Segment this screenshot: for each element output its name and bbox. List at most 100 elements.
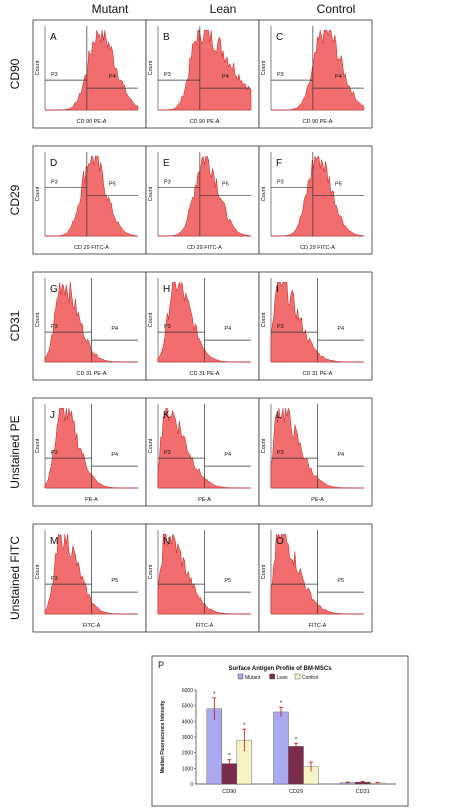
- histogram-panel-c: C P3 P4 Count CD 90 PE-A: [258, 19, 373, 129]
- histogram-panel-n: N P5 Count FITC-A: [145, 523, 260, 633]
- left-gate-label: P3: [51, 576, 58, 582]
- panel-letter: L: [276, 410, 282, 421]
- column-header-lean: Lean: [209, 2, 237, 16]
- significance-mark: *: [213, 692, 216, 698]
- bar-chart-panel: P Surface Antigen Profile of BM-MSCs Mutan…: [151, 655, 409, 807]
- y-tick-label: 6000: [182, 688, 193, 694]
- histogram-panel-b: B P3 P4 Count CD 90 PE-A: [145, 19, 260, 129]
- column-header-control: Control: [316, 2, 356, 16]
- x-axis-label: PE-A: [85, 497, 98, 503]
- panel-letter: G: [50, 284, 58, 295]
- panel-letter: H: [163, 284, 170, 295]
- y-tick-label: 4000: [182, 719, 193, 725]
- right-gate-label: P5: [337, 578, 344, 584]
- left-gate-label: P3: [51, 180, 58, 186]
- right-gate-label: P4: [337, 326, 344, 332]
- histogram-panel-i: I P3 P4 Count CD 31 PE-A: [258, 271, 373, 381]
- bar-chart-title: Surface Antigen Profile of BM-MSCs: [228, 666, 332, 672]
- histogram-area: [271, 29, 365, 111]
- bar-category-label: CD31: [356, 789, 370, 795]
- panel-letter: F: [276, 158, 282, 169]
- y-tick-label: 5000: [182, 704, 193, 710]
- bar-y-axis-label: Median Fluorescence Intensity: [160, 700, 166, 773]
- right-gate-label: P4: [337, 452, 344, 458]
- count-axis-label: Count: [35, 60, 41, 75]
- significance-mark: *: [243, 723, 246, 729]
- histogram-area: [271, 155, 365, 237]
- right-gate-label: P4: [224, 326, 231, 332]
- right-gate-label: P4: [111, 326, 118, 332]
- count-axis-label: Count: [35, 312, 41, 327]
- left-gate-label: P3: [277, 180, 284, 186]
- panel-letter: A: [50, 32, 57, 43]
- right-gate-label: P5: [109, 182, 116, 188]
- left-gate-label: P3: [277, 72, 284, 78]
- significance-mark: *: [228, 754, 231, 760]
- histogram-panel-m: M P3 P5 Count FITC-A: [32, 523, 147, 633]
- right-gate-label: P4: [109, 74, 116, 80]
- panel-letter: E: [163, 158, 170, 169]
- count-axis-label: Count: [148, 312, 154, 327]
- y-tick-label: 1000: [182, 766, 193, 772]
- x-axis-label: PE-A: [198, 497, 211, 503]
- x-axis-label: FITC-A: [83, 623, 101, 629]
- x-axis-label: CD 29 FITC-A: [187, 245, 222, 251]
- panel-letter: B: [163, 32, 170, 43]
- count-axis-label: Count: [35, 564, 41, 579]
- bar-panel-letter: P: [158, 660, 164, 670]
- legend-label-control: Control: [302, 675, 318, 681]
- legend-swatch-mutant: [237, 673, 244, 680]
- histogram-area: [45, 30, 139, 111]
- bar-cd90-mutant: [206, 708, 223, 785]
- histogram-panel-g: G P3 P4 Count CD 31 PE-A: [32, 271, 147, 381]
- left-gate-label: P3: [164, 324, 171, 330]
- left-gate-label: P3: [164, 72, 171, 78]
- panel-letter: K: [163, 410, 170, 421]
- left-gate-label: P3: [51, 324, 58, 330]
- count-axis-label: Count: [148, 564, 154, 579]
- x-axis-label: CD 90 PE-A: [77, 119, 107, 125]
- left-gate-label: P3: [164, 180, 171, 186]
- column-header-mutant: Mutant: [91, 2, 129, 16]
- count-axis-label: Count: [35, 186, 41, 201]
- left-gate-label: P3: [277, 324, 284, 330]
- panel-letter: D: [50, 158, 57, 169]
- right-gate-label: P4: [111, 452, 118, 458]
- y-tick-label: 0: [190, 782, 193, 788]
- panel-letter: I: [276, 284, 279, 295]
- left-gate-label: P3: [51, 72, 58, 78]
- x-axis-label: CD 31 PE-A: [77, 371, 107, 377]
- panel-letter: O: [276, 536, 284, 547]
- right-gate-label: P5: [335, 182, 342, 188]
- bar-cd29-mutant: [273, 711, 289, 785]
- x-axis-label: CD 29 FITC-A: [300, 245, 335, 251]
- count-axis-label: Count: [261, 312, 267, 327]
- histogram-panel-e: E P3 P5 Count CD 29 FITC-A: [145, 145, 260, 255]
- histogram-panel-d: D P3 P5 Count CD 29 FITC-A: [32, 145, 147, 255]
- bar-cd29-lean: [288, 746, 304, 785]
- y-tick-label: 3000: [182, 735, 193, 741]
- histogram-panel-a: A P3 P4 Count CD 90 PE-A: [32, 19, 147, 129]
- x-axis-label: FITC-A: [309, 623, 327, 629]
- x-axis-label: CD 29 FITC-A: [74, 245, 109, 251]
- right-gate-label: P4: [335, 74, 342, 80]
- count-axis-label: Count: [261, 564, 267, 579]
- panel-letter: M: [50, 536, 58, 547]
- histogram-panel-l: L P3 P4 Count PE-A: [258, 397, 373, 507]
- panel-letter: N: [163, 536, 170, 547]
- right-gate-label: P5: [111, 578, 118, 584]
- count-axis-label: Count: [148, 60, 154, 75]
- histogram-panel-f: F P3 P5 Count CD 29 FITC-A: [258, 145, 373, 255]
- histogram-panel-o: O P5 Count FITC-A: [258, 523, 373, 633]
- count-axis-label: Count: [148, 438, 154, 453]
- x-axis-label: FITC-A: [196, 623, 214, 629]
- x-axis-label: CD 90 PE-A: [190, 119, 220, 125]
- count-axis-label: Count: [261, 186, 267, 201]
- significance-mark: *: [280, 701, 283, 707]
- histogram-area: [158, 29, 252, 111]
- right-gate-label: P5: [224, 578, 231, 584]
- bar-category-label: CD90: [222, 789, 236, 795]
- histogram-panel-h: H P3 P4 Count CD 31 PE-A: [145, 271, 260, 381]
- right-gate-label: P5: [222, 182, 229, 188]
